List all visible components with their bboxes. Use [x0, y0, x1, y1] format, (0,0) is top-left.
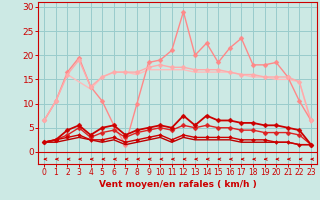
X-axis label: Vent moyen/en rafales ( km/h ): Vent moyen/en rafales ( km/h ) — [99, 180, 256, 189]
